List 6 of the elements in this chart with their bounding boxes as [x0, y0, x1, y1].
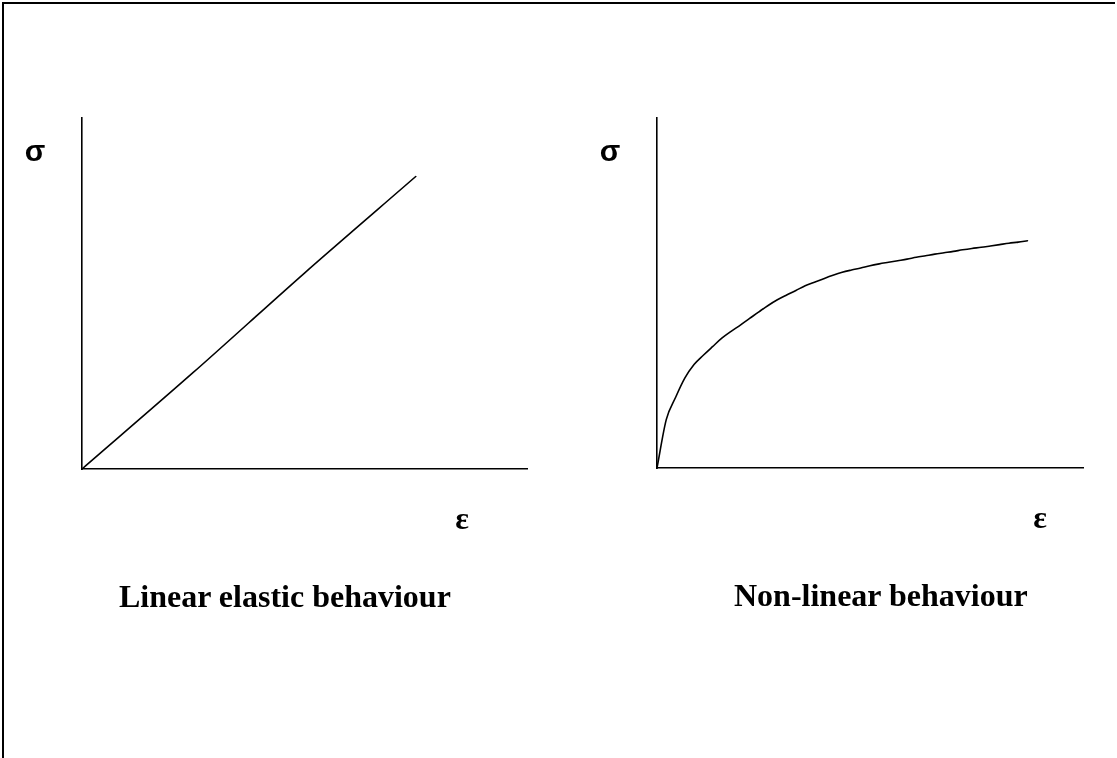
- x-axis-title: ε: [455, 500, 470, 537]
- y-axis-title: σ: [24, 134, 46, 168]
- text: Non-linear behaviour: [734, 577, 1028, 613]
- text: Linear elastic behaviour: [119, 578, 451, 614]
- x-axis-title: ε: [1033, 499, 1048, 536]
- y-axis-title: σ: [599, 134, 621, 168]
